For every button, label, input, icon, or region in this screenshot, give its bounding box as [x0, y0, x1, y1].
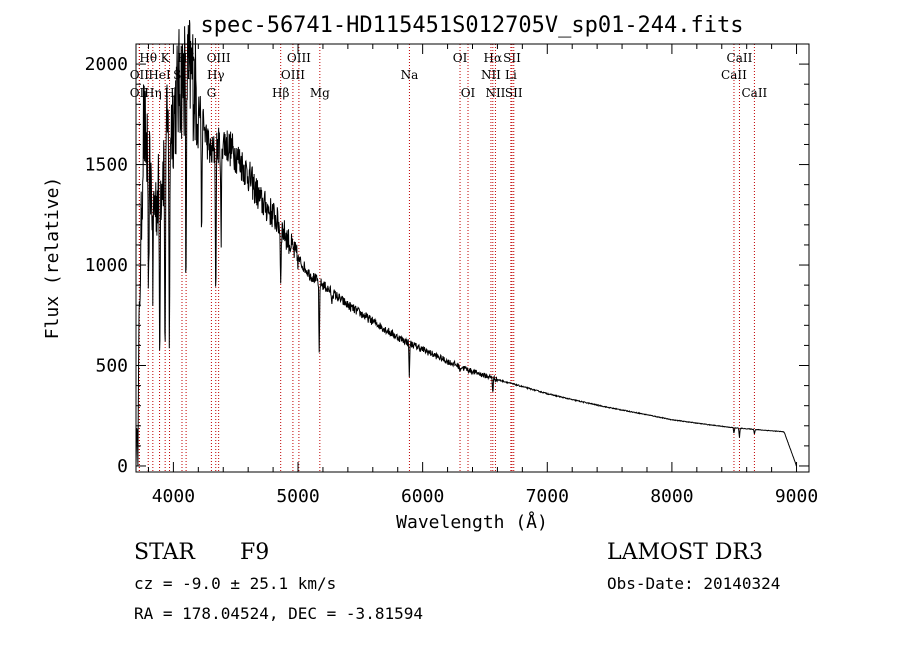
line-marker-label: SII	[503, 51, 521, 65]
line-marker-label: Mg	[310, 86, 330, 100]
line-marker-label: CaII	[721, 68, 747, 82]
y-tick-label: 1000	[85, 255, 128, 276]
axis-ticks-group: 4000 5000 6000 7000 8000 9000 0 500 1000 1500 2000	[85, 44, 818, 507]
line-marker-label: OII	[130, 68, 150, 82]
object-class: STAR	[134, 540, 195, 565]
line-marker-label: Hα	[484, 51, 503, 65]
y-tick-label: 0	[117, 456, 128, 477]
y-tick-label: 1500	[85, 155, 128, 176]
obs-date-line: Obs-Date: 20140324	[607, 574, 781, 593]
line-marker-label: G	[207, 86, 217, 100]
survey-name: LAMOST DR3	[607, 540, 763, 565]
redshift-line: cz = -9.0 ± 25.1 km/s	[134, 574, 337, 593]
line-marker-label: Na	[401, 68, 419, 82]
chart-title: spec-56741-HD115451S012705V_sp01-244.fit…	[200, 13, 743, 38]
line-marker-label: CaII	[741, 86, 767, 100]
line-marker-label: Hη	[144, 86, 162, 100]
line-marker-label: Hβ	[272, 86, 289, 100]
line-marker-label: HeI	[148, 68, 171, 82]
line-marker-label: OI	[461, 86, 476, 100]
line-marker-label: Hγ	[207, 68, 225, 82]
x-tick-label: 5000	[276, 486, 319, 507]
line-marker-label: OIII	[207, 51, 231, 65]
coords-line: RA = 178.04524, DEC = -3.81594	[134, 604, 423, 623]
line-marker-label: H	[164, 86, 174, 100]
x-axis-label: Wavelength (Å)	[396, 511, 548, 533]
line-marker-label: NII	[485, 86, 505, 100]
x-tick-label: 7000	[526, 486, 569, 507]
x-tick-label: 6000	[401, 486, 444, 507]
line-marker-label: NII	[481, 68, 501, 82]
line-marker-label: OI	[453, 51, 468, 65]
spectral-subclass: F9	[240, 540, 270, 565]
spectrum-group	[135, 20, 797, 467]
y-tick-label: 500	[95, 356, 128, 377]
line-marker-label: Hθ	[139, 51, 157, 65]
line-marker-label: OIII	[287, 51, 311, 65]
line-marker-label: Li	[505, 68, 517, 82]
spectrum-chart: spec-56741-HD115451S012705V_sp01-244.fit…	[42, 13, 818, 533]
y-axis-label: Flux (relative)	[42, 177, 63, 340]
x-tick-label: 8000	[650, 486, 693, 507]
x-tick-label: 9000	[775, 486, 818, 507]
x-tick-label: 4000	[152, 486, 195, 507]
y-tick-label: 2000	[85, 54, 128, 75]
spectrum-line	[135, 20, 797, 467]
line-marker-label: K	[161, 51, 171, 65]
line-marker-label: SII	[505, 86, 523, 100]
line-marker-label: CaII	[727, 51, 753, 65]
line-marker-label: OIII	[281, 68, 305, 82]
plot-frame	[135, 43, 810, 473]
